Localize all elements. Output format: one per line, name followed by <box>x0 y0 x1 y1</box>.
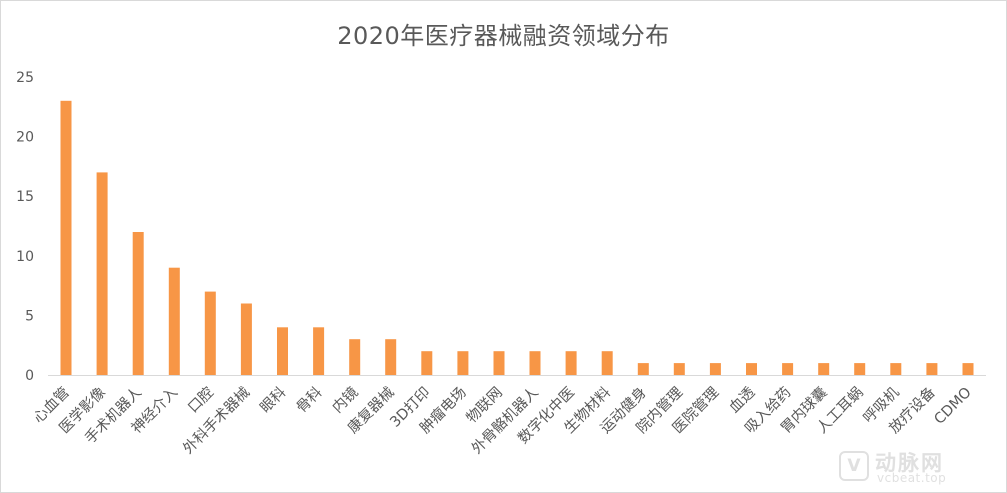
bar <box>782 363 794 375</box>
x-tick-label: 骨科 <box>293 384 326 417</box>
bar <box>926 363 938 375</box>
x-tick-label: 外科手术器械 <box>180 384 254 458</box>
chart-title: 2020年医疗器械融资领域分布 <box>337 22 670 50</box>
watermark-url: vcbeat.top <box>877 471 947 485</box>
y-tick-label: 10 <box>16 249 34 265</box>
bar <box>204 291 216 375</box>
bar <box>854 363 866 375</box>
x-tick-label: 口腔 <box>185 384 218 417</box>
bar <box>746 363 757 375</box>
bar <box>349 339 361 375</box>
bar <box>240 303 252 375</box>
bar <box>168 267 180 375</box>
bar <box>565 351 577 375</box>
bar <box>601 351 613 375</box>
bar <box>96 172 108 375</box>
bar <box>637 363 649 375</box>
bar <box>709 363 721 375</box>
bar <box>421 351 433 375</box>
bar <box>529 351 541 375</box>
y-tick-label: 15 <box>16 189 34 205</box>
bar <box>962 363 974 375</box>
x-tick-label: 内镜 <box>328 383 361 416</box>
watermark-name: 动脉网 <box>875 451 944 475</box>
bars <box>60 100 974 376</box>
bar <box>818 363 830 375</box>
y-tick-label: 25 <box>16 70 34 86</box>
bar <box>313 327 325 375</box>
x-tick-label: 血透 <box>726 383 759 416</box>
y-tick-label: 0 <box>25 368 34 384</box>
y-axis: 0 5 10 15 20 25 <box>16 70 34 384</box>
bar <box>385 339 397 375</box>
bar <box>457 351 469 375</box>
bar <box>132 232 144 375</box>
bar <box>673 363 685 375</box>
watermark: V 动脉网 vcbeat.top <box>839 447 989 487</box>
x-tick-label: CDMO <box>932 385 975 428</box>
bar <box>493 351 505 375</box>
watermark-logo-glyph: V <box>847 456 861 476</box>
y-tick-label: 20 <box>16 130 34 146</box>
bar <box>277 327 288 375</box>
bar <box>60 100 72 376</box>
watermark-logo-icon: V <box>839 451 869 481</box>
x-tick-label: 眼科 <box>257 384 290 417</box>
y-tick-label: 5 <box>25 308 34 324</box>
bar <box>890 363 902 375</box>
